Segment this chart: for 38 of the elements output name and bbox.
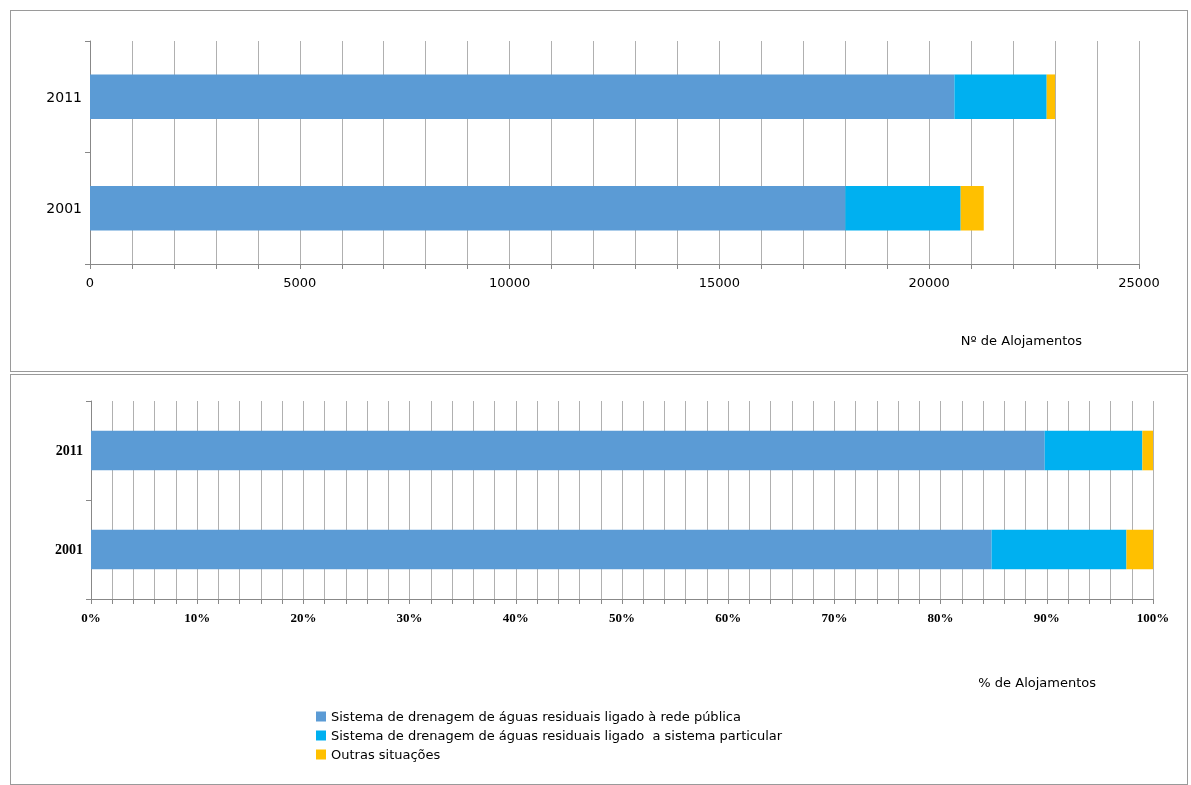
x-tick-label: 0% (81, 610, 101, 625)
x-tick-label: 25000 (1118, 275, 1160, 290)
legend-label: Sistema de drenagem de águas residuais ligado à rede pública (331, 709, 741, 724)
bar (845, 185, 961, 231)
bar (954, 74, 1047, 120)
x-tick-label: 5000 (283, 275, 317, 290)
x-tick-label: 70% (821, 610, 848, 625)
x-tick-label: 10000 (488, 275, 531, 290)
y-tick-label: 2001 (46, 200, 82, 217)
x-tick-label: 40% (502, 610, 529, 625)
bar (991, 529, 1127, 570)
bar (91, 529, 992, 570)
x-tick-label: 90% (1033, 610, 1060, 625)
bar (91, 430, 1045, 471)
x-axis-title: Nº de Alojamentos (960, 333, 1083, 348)
x-tick-label: 0 (85, 275, 95, 290)
bar (90, 185, 846, 231)
x-tick-label: 20000 (908, 275, 950, 290)
y-tick-label: 2001 (55, 542, 83, 557)
bar (1046, 74, 1056, 120)
y-tick-label: 2011 (55, 443, 83, 458)
legend-label: Outras situações (331, 747, 441, 762)
bar (960, 185, 984, 231)
bar (1044, 430, 1143, 471)
legend-label: Sistema de drenagem de águas residuais ligado a sistema particular (331, 728, 783, 743)
bar (1126, 529, 1153, 570)
x-tick-label: 60% (715, 610, 742, 625)
x-tick-label: 50% (609, 610, 635, 625)
x-axis-title: % de Alojamentos (978, 675, 1097, 690)
x-tick-label: 20% (290, 610, 317, 625)
x-tick-label: 15000 (698, 275, 741, 290)
x-tick-label: 80% (927, 610, 954, 625)
y-tick-label: 2011 (46, 88, 82, 105)
bar (90, 74, 955, 120)
x-tick-label: 30% (396, 610, 423, 625)
x-tick-label: 10% (184, 610, 211, 625)
x-tick-label: 100% (1136, 610, 1170, 625)
bar (1142, 430, 1153, 471)
